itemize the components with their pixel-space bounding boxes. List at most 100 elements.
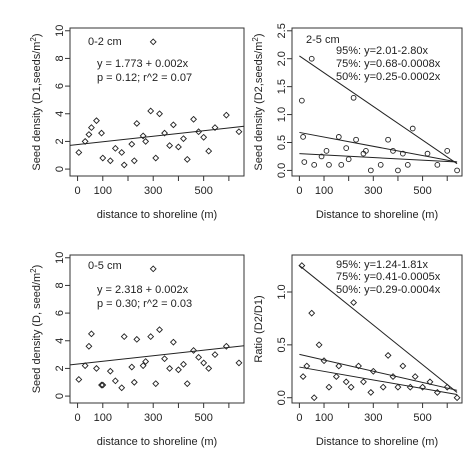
fit-line (299, 153, 458, 163)
data-point (424, 150, 431, 157)
data-point (85, 131, 93, 138)
data-point (183, 155, 191, 163)
data-point (211, 351, 219, 359)
annotation: p = 0.30; r^2 = 0.03 (97, 298, 192, 310)
panel-4: 0 300 500 100 0.0 0.5 1.0 Distance to shoreline… (253, 254, 463, 448)
data-point (85, 342, 93, 350)
annotation: 75%: y=0.41-0.0005x (336, 271, 441, 283)
annotation: y = 2.318 + 0.002x (97, 284, 189, 296)
data-point (106, 157, 114, 165)
data-point (87, 124, 95, 132)
x-axis-label: distance to shoreline (m) (97, 436, 217, 448)
y-tick-label: 0.5 (276, 337, 288, 352)
data-point (211, 124, 219, 132)
data-point (120, 333, 128, 341)
data-point (443, 383, 451, 391)
x-tick-label: 300 (144, 185, 162, 197)
fit-line (299, 366, 458, 396)
plot-frame (69, 254, 245, 404)
data-point (310, 394, 318, 402)
data-point (350, 94, 357, 101)
annotation: 95%: y=1.24-1.81x (336, 259, 429, 271)
x-tick-label: 300 (144, 412, 162, 424)
x-tick-label: 100 (315, 412, 333, 424)
data-point (390, 148, 396, 154)
y-axis-label: Seed density (D1,seeds/m2) (29, 33, 43, 170)
y-axis-label: Ratio (D2/D1) (253, 295, 265, 362)
data-point (222, 342, 230, 350)
data-point (453, 394, 461, 402)
data-point (111, 377, 119, 385)
data-point (152, 380, 160, 388)
data-point (149, 265, 157, 273)
annotation: 50%: y=0.25-0.0002x (336, 71, 441, 83)
data-point (133, 120, 141, 127)
data-point (174, 143, 182, 151)
data-point (377, 161, 384, 168)
data-point (118, 384, 126, 392)
data-point (360, 378, 367, 386)
y-tick-label: 2 (54, 138, 66, 144)
data-point (301, 159, 308, 165)
data-point (200, 359, 208, 367)
data-point (299, 97, 305, 104)
fit-line (69, 125, 245, 146)
annotation: 95%: y=2.01-2.80x (336, 45, 429, 57)
data-point (343, 145, 350, 151)
data-point (404, 161, 411, 168)
panel-2: 0 300 500 100 0.0 0.5 1.0 1.5 2.0 2.5 Distance to … (251, 23, 463, 221)
y-tick-label: 2.5 (276, 23, 288, 38)
data-point (99, 381, 107, 389)
x-tick-label: 100 (94, 185, 112, 197)
data-point (311, 161, 318, 168)
data-point (363, 148, 369, 154)
y-tick-label: 0 (54, 166, 66, 172)
data-point (99, 154, 107, 162)
y-tick-label: 0 (54, 393, 66, 399)
y-tick-label: 2.0 (276, 51, 288, 66)
data-point (235, 359, 243, 367)
annotation: 75%: y=0.68-0.0008x (336, 58, 441, 70)
y-tick-label: 6 (54, 310, 66, 316)
y-tick-label: 4 (54, 111, 66, 117)
x-tick-label: 0 (296, 412, 302, 424)
panel-label: 2-5 cm (306, 34, 340, 46)
data-point (81, 137, 89, 145)
data-point (161, 355, 169, 363)
y-tick-label: 1.5 (276, 79, 288, 94)
data-point (419, 383, 427, 391)
data-point (81, 362, 89, 370)
y-axis-label: Seed density (D, seed/m2) (29, 265, 43, 394)
data-point (120, 161, 128, 169)
data-point (190, 115, 198, 123)
y-axis-label: Seed density (D2,seeds/m2) (251, 33, 265, 170)
y-tick-label: 6 (54, 83, 66, 89)
x-tick-label: 500 (194, 412, 212, 424)
data-point (300, 134, 306, 140)
data-point (299, 373, 307, 381)
data-point (335, 134, 342, 140)
x-axis-label: Distance to shoreline (m) (316, 436, 438, 448)
data-point (142, 358, 150, 365)
data-point (180, 135, 187, 143)
x-tick-label: 0 (75, 185, 81, 197)
data-point (200, 133, 208, 141)
data-point (389, 373, 397, 381)
data-point (87, 330, 95, 338)
annotation: y = 1.773 + 0.002x (97, 58, 189, 70)
y-tick-label: 0.5 (276, 135, 288, 150)
y-tick-label: 2 (54, 365, 66, 371)
data-point (369, 367, 377, 375)
panel-3: 0 300 500 100 0 2 4 6 8 10 distance to shoreline (… (29, 252, 245, 448)
data-point (222, 111, 230, 119)
data-point (298, 262, 306, 270)
data-point (434, 161, 441, 168)
plot-frame (69, 27, 245, 177)
y-tick-label: 10 (54, 252, 66, 264)
data-point (320, 357, 328, 365)
data-point (161, 129, 169, 137)
data-point (190, 347, 198, 354)
data-point (350, 299, 358, 307)
data-point (195, 128, 203, 136)
data-point (367, 167, 374, 174)
